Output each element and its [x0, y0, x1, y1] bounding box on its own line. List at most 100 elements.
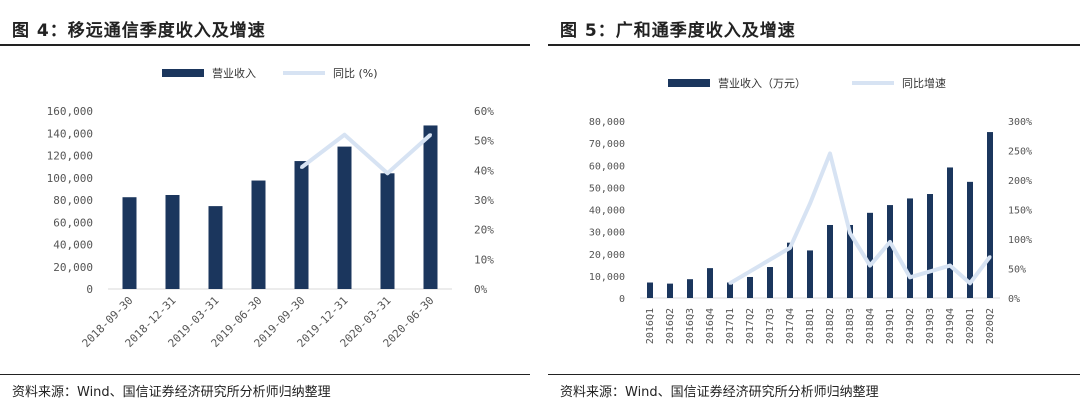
bar	[827, 224, 833, 298]
y-right-tick-label: 10%	[474, 253, 494, 266]
legend-swatch-bar	[668, 79, 710, 87]
y-right-tick-label: 0%	[474, 283, 488, 296]
bar	[122, 197, 137, 289]
title-bar: 图 4：移远通信季度收入及增速	[0, 14, 530, 46]
x-tick-label: 2019Q1	[885, 308, 896, 344]
bar	[747, 276, 753, 298]
bar	[687, 279, 693, 298]
chart-panel-left: 图 4：移远通信季度收入及增速 营业收入 同比 (%) 0 20,000 40,000 6…	[0, 0, 530, 404]
x-tick-label: 2020Q2	[985, 308, 996, 344]
line-point	[948, 264, 952, 268]
x-tick-label: 2017Q1	[725, 308, 736, 344]
x-tick-label: 2018Q4	[865, 308, 876, 344]
y-left-tick-label: 40,000	[589, 206, 625, 217]
y-left-tick-label: 120,000	[47, 150, 93, 163]
y-left-tick-label: 20,000	[53, 261, 93, 274]
y-left-tick-label: 160,000	[47, 105, 93, 118]
legend-swatch-line	[852, 81, 894, 85]
source-bar: 资料来源：Wind、国信证券经济研究所分析师归纳整理	[0, 374, 530, 405]
line-point	[968, 281, 972, 285]
x-tick-label: 2018Q2	[825, 308, 836, 344]
y-right-tick-label: 50%	[474, 135, 494, 148]
line-point	[728, 281, 732, 285]
y-left-tick-label: 50,000	[589, 183, 625, 194]
bar	[927, 194, 933, 298]
bar	[947, 167, 953, 298]
source-note: 资料来源：Wind、国信证券经济研究所分析师归纳整理	[560, 385, 879, 400]
chart-title: 图 4：移远通信季度收入及增速	[12, 21, 266, 41]
x-tick-label: 2018Q1	[805, 308, 816, 344]
y-left-tick-label: 20,000	[589, 250, 625, 261]
y-left-tick-label: 80,000	[589, 117, 625, 128]
bar	[887, 205, 893, 298]
growth-line	[728, 151, 992, 286]
source-bar: 资料来源：Wind、国信证券经济研究所分析师归纳整理	[548, 374, 1080, 405]
bar	[380, 173, 395, 289]
bar	[208, 206, 223, 289]
y-left-tick-label: 60,000	[53, 216, 93, 229]
line-point	[429, 133, 432, 137]
y-left-tick-label: 70,000	[589, 139, 625, 150]
bar	[647, 282, 653, 298]
bar	[787, 242, 793, 298]
legend-swatch-bar	[162, 69, 204, 77]
bar	[847, 224, 853, 298]
x-tick-label: 2016Q2	[665, 308, 676, 344]
y-right-tick-label: 100%	[1008, 235, 1032, 246]
x-tick-label: 2019Q2	[905, 308, 916, 344]
x-tick-label: 2016Q4	[705, 308, 716, 344]
growth-line	[300, 132, 432, 176]
y-right-tick-label: 300%	[1008, 117, 1032, 128]
line-point	[300, 165, 303, 169]
bar	[165, 194, 180, 289]
line-point	[386, 171, 389, 175]
y-left-tick-label: 140,000	[47, 127, 93, 140]
x-tick-label: 2016Q3	[685, 308, 696, 344]
x-tick-label: 2017Q3	[765, 308, 776, 344]
chart-svg: 营业收入（万元） 同比增速 0 10,000 20,000 30,000 40,000 50,…	[589, 76, 1032, 344]
y-right-tick-label: 40%	[474, 164, 494, 177]
y-left-tick-label: 10,000	[589, 272, 625, 283]
legend-label-bar: 营业收入	[212, 66, 256, 80]
y-left-tick-label: 80,000	[53, 194, 93, 207]
line-point	[748, 269, 752, 273]
bar	[907, 198, 913, 298]
y-left-tick-label: 0	[619, 294, 625, 305]
bar	[337, 146, 352, 289]
y-left-tick-label: 100,000	[47, 172, 93, 185]
legend-label-line: 同比增速	[902, 76, 946, 90]
x-tick-label: 2018Q3	[845, 308, 856, 344]
y-left-tick-label: 30,000	[589, 228, 625, 239]
legend-swatch-line	[283, 71, 325, 75]
bar	[294, 161, 309, 289]
y-right-tick-label: 30%	[474, 194, 494, 207]
line-point	[988, 255, 992, 259]
line-point	[828, 151, 832, 155]
y-right-tick-label: 150%	[1008, 206, 1032, 217]
y-right-tick-label: 0%	[1008, 294, 1020, 305]
bar	[423, 125, 438, 290]
x-tick-label: 2017Q2	[745, 308, 756, 344]
line-point	[848, 231, 852, 235]
x-tick-label: 2016Q1	[645, 308, 656, 344]
legend-label-line: 同比 (%)	[333, 67, 378, 80]
line-point	[808, 202, 812, 206]
y-right-tick-label: 20%	[474, 224, 494, 237]
bar	[251, 180, 266, 289]
bar	[867, 212, 873, 298]
y-right-tick-label: 200%	[1008, 176, 1032, 187]
line-point	[908, 275, 912, 279]
line-point	[928, 269, 932, 273]
line-point	[868, 264, 872, 268]
chart-panel-right: 图 5：广和通季度收入及增速 营业收入（万元） 同比增速 0 10,000 20,000…	[548, 0, 1080, 404]
title-bar: 图 5：广和通季度收入及增速	[548, 14, 1080, 46]
source-note: 资料来源：Wind、国信证券经济研究所分析师归纳整理	[12, 385, 331, 400]
bar	[707, 268, 713, 298]
line-point	[788, 246, 792, 250]
x-tick-label: 2019Q3	[925, 308, 936, 344]
bar	[667, 283, 673, 298]
y-right-tick-label: 60%	[474, 105, 494, 118]
x-tick-label: 2019Q4	[945, 308, 956, 344]
x-tick-label: 2020Q1	[965, 308, 976, 344]
legend-label-bar: 营业收入（万元）	[718, 76, 806, 90]
